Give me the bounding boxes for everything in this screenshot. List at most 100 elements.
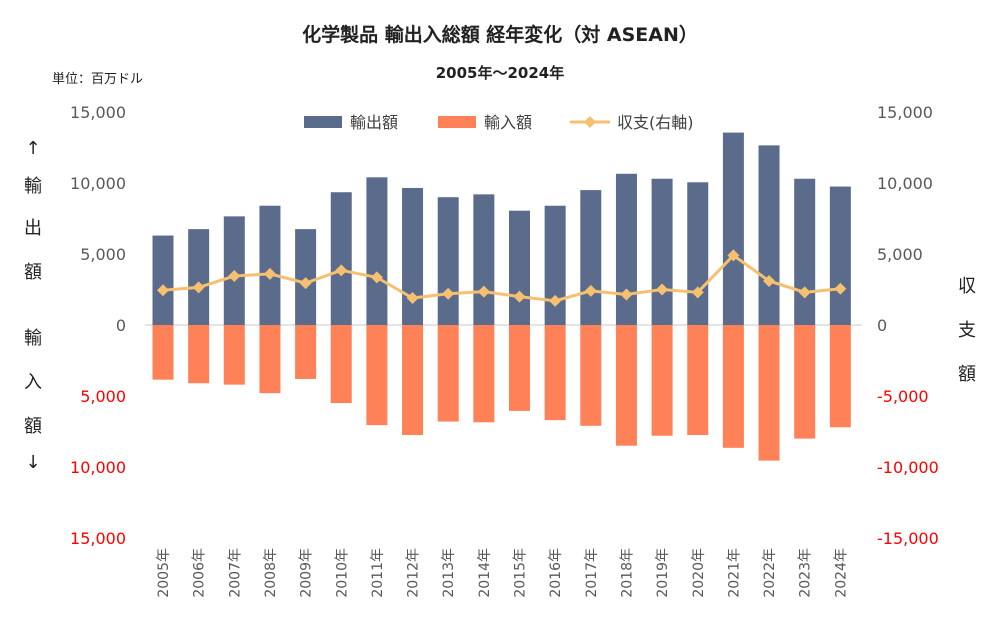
left-axis-tick-label: 10,000: [70, 174, 126, 193]
import-bar: [473, 325, 495, 423]
right-axis-tick-label: 0: [877, 316, 887, 335]
import-bar: [544, 325, 566, 421]
right-axis-label-char: 支: [958, 320, 976, 341]
import-bar: [580, 325, 602, 426]
export-bar: [437, 197, 459, 325]
export-bar: [615, 173, 637, 325]
category-label: 2017年: [584, 548, 600, 598]
import-bar: [758, 325, 780, 461]
export-bar: [829, 186, 851, 325]
balance-marker: [477, 285, 490, 298]
import-bar: [295, 325, 317, 379]
import-bar: [722, 325, 744, 448]
chart-title: 化学製品 輸出入総額 経年変化（対 ASEAN）: [302, 24, 698, 46]
category-label: 2024年: [833, 548, 849, 598]
category-label: 2019年: [655, 548, 671, 598]
export-bar: [402, 187, 424, 325]
import-bar: [437, 325, 459, 422]
category-label: 2021年: [726, 548, 742, 598]
left-axis-tick-label: 15,000: [70, 103, 126, 122]
legend-swatch-balance-marker: [584, 116, 596, 128]
left-axis-label-char: ↓: [25, 452, 41, 473]
balance-marker: [228, 270, 241, 283]
balance-marker: [335, 264, 348, 277]
balance-marker: [584, 284, 597, 297]
right-axis-tick-label: 5,000: [877, 245, 923, 264]
import-bar: [509, 325, 530, 411]
export-bar: [794, 178, 816, 325]
export-bar: [330, 192, 352, 325]
balance-marker: [549, 294, 562, 307]
right-axis-label-char: 収: [958, 276, 976, 297]
chart-subtitle: 2005年～2024年: [435, 64, 565, 82]
left-axis-tick-label: 5,000: [80, 387, 126, 406]
right-axis-tick-label: -5,000: [877, 387, 929, 406]
import-bar: [259, 325, 281, 394]
balance-marker: [656, 283, 669, 296]
balance-marker: [442, 287, 455, 300]
balance-marker: [263, 267, 276, 280]
left-axis-label-char: 額: [24, 416, 42, 437]
left-axis-label-char: 出: [24, 218, 42, 239]
balance-marker: [763, 274, 776, 287]
export-bar: [722, 132, 744, 325]
export-bar: [509, 210, 530, 325]
balance-marker: [834, 282, 847, 295]
right-axis-tick-label: 15,000: [877, 103, 933, 122]
category-label: 2006年: [192, 548, 208, 598]
import-bar: [152, 325, 174, 380]
balance-marker: [192, 281, 205, 294]
legend-swatch-export: [304, 116, 342, 128]
import-bar: [651, 325, 673, 436]
balance-marker: [798, 286, 811, 299]
legend-swatch-import: [438, 116, 476, 128]
category-label: 2008年: [263, 548, 279, 598]
left-axis-tick-label: 5,000: [80, 245, 126, 264]
export-bar: [188, 229, 210, 325]
import-bar: [829, 325, 851, 428]
right-axis-tick-label: 10,000: [877, 174, 933, 193]
import-bar: [330, 325, 352, 404]
left-axis-tick-label: 10,000: [70, 458, 126, 477]
import-bar: [188, 325, 210, 384]
category-label: 2005年: [156, 548, 172, 598]
left-axis-label-char: 輸: [24, 176, 42, 197]
balance-marker: [370, 271, 383, 284]
export-bar: [651, 178, 673, 325]
import-bar: [794, 325, 816, 439]
right-axis-tick-label: -10,000: [877, 458, 939, 477]
category-label: 2011年: [370, 548, 386, 598]
category-label: 2009年: [299, 548, 315, 598]
category-label: 2022年: [762, 548, 778, 598]
export-bar: [758, 145, 780, 325]
category-label: 2015年: [513, 548, 529, 598]
left-axis-label-char: 入: [24, 372, 42, 393]
category-label: 2007年: [227, 548, 243, 598]
category-label: 2012年: [406, 548, 422, 598]
category-label: 2016年: [548, 548, 564, 598]
export-bar: [687, 182, 709, 325]
category-label: 2023年: [798, 548, 814, 598]
export-bar: [366, 177, 388, 325]
balance-marker: [727, 249, 740, 262]
export-bar: [152, 235, 174, 325]
import-bar: [687, 325, 709, 436]
export-bar: [473, 194, 495, 325]
left-axis-tick-label: 0: [116, 316, 126, 335]
left-axis-tick-label: 15,000: [70, 529, 126, 548]
category-label: 2014年: [477, 548, 493, 598]
balance-line: [162, 253, 841, 303]
balance-marker: [691, 286, 704, 299]
right-axis-tick-label: -15,000: [877, 529, 939, 548]
export-bar: [544, 205, 566, 325]
balance-marker: [157, 284, 169, 297]
import-bar: [366, 325, 388, 426]
balance-marker: [513, 290, 526, 303]
left-axis-label-char: 輸: [24, 328, 42, 349]
import-bar: [615, 325, 637, 446]
export-bar: [259, 205, 281, 325]
category-label: 2013年: [441, 548, 457, 598]
category-label: 2020年: [691, 548, 707, 598]
